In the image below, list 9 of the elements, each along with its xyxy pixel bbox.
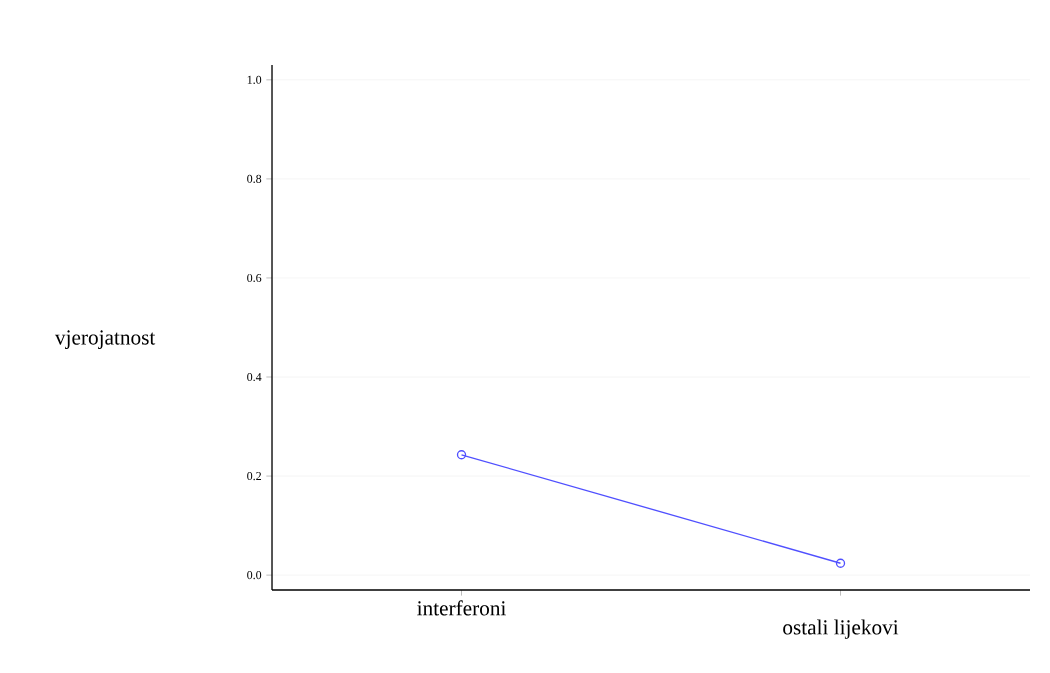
y-tick-label: 0.2: [247, 472, 261, 481]
y-tick-label: 0.0: [247, 571, 262, 580]
x-tick-label: ostali lijekovi: [783, 619, 899, 639]
y-tick-label: 0.6: [247, 273, 262, 283]
y-axis-title: vjerojatnost: [54, 330, 156, 349]
y-tick-label: 1.0: [247, 75, 262, 84]
y-tick-label: 0.8: [247, 174, 262, 183]
y-tick-label: 0.4: [247, 372, 262, 382]
x-tick-label: interferoni: [417, 600, 506, 616]
